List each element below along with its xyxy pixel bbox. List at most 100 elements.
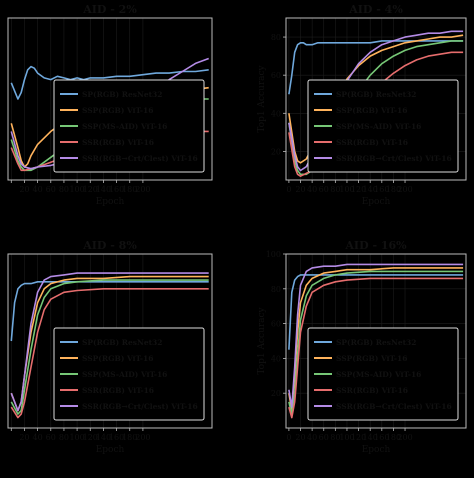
x-tick-label: 60 (319, 185, 329, 194)
x-tick-label: 200 (135, 433, 150, 442)
legend-entry: SP(RGB) ResNet32 (336, 338, 417, 347)
legend-box (53, 327, 205, 421)
x-tick-label: 100 (69, 433, 84, 442)
legend: SP(RGB) ResNet32 SSP(RGB) ViT-16 SSP(MS-AI… (307, 79, 459, 173)
x-tick-label: 140 (96, 433, 111, 442)
x-tick-label: 20 (295, 185, 305, 194)
y-axis-label: Top1 Accuracy (257, 306, 267, 374)
chart-panel: 0 20 40 60 8010012014016018020020406080100AI… (257, 239, 467, 455)
x-tick-label: 120 (83, 185, 98, 194)
series-line (10, 272, 209, 412)
x-tick-label: 80 (59, 433, 69, 442)
legend-entry: SP(RGB) ResNet32 (336, 90, 417, 99)
legend-entry: SSR(RGB→Crt/Clest) ViT-16 (82, 154, 198, 163)
x-tick-label: 80 (330, 185, 340, 194)
y-tick-label: 20 (271, 389, 281, 398)
x-tick-label: 60 (46, 185, 56, 194)
x-tick-label: 20 (19, 185, 29, 194)
x-tick-label: 140 (96, 185, 111, 194)
x-tick-label: 120 (83, 433, 98, 442)
legend-entry: SSR(RGB) ViT-16 (82, 138, 154, 147)
y-tick-label: 60 (271, 320, 281, 329)
legend-box (307, 79, 459, 173)
x-tick-label: 20 (19, 433, 29, 442)
legend-entry: SSR(RGB→Crt/Clest) ViT-16 (82, 402, 198, 411)
legend-entry: SP(RGB) ResNet32 (82, 90, 163, 99)
axes-frame (7, 17, 213, 181)
x-tick-label: 100 (339, 185, 354, 194)
x-axis-label: Epoch (96, 197, 125, 207)
x-tick-label: 20 (295, 433, 305, 442)
x-tick-label: 60 (319, 433, 329, 442)
x-tick-label: 40 (33, 185, 43, 194)
axes-frame (285, 253, 467, 429)
chart-title: AID - 2% (82, 3, 137, 16)
axes-frame (7, 253, 213, 429)
legend-entry: SSR(RGB→Crt/Clest) ViT-16 (336, 402, 452, 411)
series-line (10, 281, 209, 342)
x-tick-label: 160 (109, 433, 124, 442)
y-tick-label: 100 (266, 250, 281, 259)
y-axis-label: Top1 Accuracy (257, 64, 267, 132)
x-tick-label: 140 (363, 185, 378, 194)
legend-entry: SSP(RGB) ViT-16 (82, 106, 153, 115)
legend-entry: SSR(RGB) ViT-16 (336, 386, 408, 395)
x-tick-label: 180 (122, 433, 137, 442)
y-tick-label: 40 (271, 109, 281, 118)
legend-entry: SSR(RGB→Crt/Clest) ViT-16 (336, 154, 452, 163)
legend: SP(RGB) ResNet32 SSP(RGB) ViT-16 SSP(MS-AI… (53, 327, 205, 421)
y-tick-label: 80 (271, 33, 281, 42)
legend-entry: SSR(RGB) ViT-16 (82, 386, 154, 395)
series-line (288, 277, 464, 419)
legend-entry: SSP(RGB) ViT-16 (82, 354, 153, 363)
x-tick-label: 0 (286, 433, 291, 442)
x-tick-label: 120 (351, 433, 366, 442)
y-tick-label: 80 (271, 285, 281, 294)
x-tick-label: 40 (307, 185, 317, 194)
legend-box (307, 327, 459, 421)
x-tick-label: 200 (397, 433, 412, 442)
x-tick-label: 40 (307, 433, 317, 442)
x-tick-label: 80 (330, 433, 340, 442)
legend-entry: SSR(RGB) ViT-16 (336, 138, 408, 147)
y-tick-label: 60 (271, 71, 281, 80)
series-line (288, 34, 464, 164)
axes-frame (285, 17, 467, 181)
series-line (10, 65, 209, 100)
legend: SP(RGB) ResNet32 SSP(RGB) ViT-16 SSP(MS-AI… (307, 327, 459, 421)
x-tick-label: 180 (386, 433, 401, 442)
x-tick-label: 140 (363, 433, 378, 442)
legend: SP(RGB) ResNet32 SSP(RGB) ViT-16 SSP(MS-AI… (53, 79, 205, 173)
legend-entry: SSP(MS-AID) ViT-16 (82, 122, 167, 131)
series-line (288, 263, 464, 408)
chart-title: AID - 16% (344, 239, 407, 252)
series-line (288, 274, 464, 350)
series-line (10, 288, 209, 419)
x-axis-label: Epoch (362, 445, 391, 455)
x-tick-label: 100 (339, 433, 354, 442)
chart-title: AID - 8% (82, 239, 137, 252)
legend-entry: SP(RGB) ResNet32 (82, 338, 163, 347)
legend-entry: SSP(RGB) ViT-16 (336, 106, 407, 115)
legend-entry: SSP(RGB) ViT-16 (336, 354, 407, 363)
x-tick-label: 60 (46, 433, 56, 442)
x-tick-label: 80 (59, 185, 69, 194)
legend-entry: SSP(MS-AID) ViT-16 (82, 370, 167, 379)
x-tick-label: 200 (135, 185, 150, 194)
y-tick-label: 20 (271, 147, 281, 156)
x-tick-label: 160 (109, 185, 124, 194)
legend-entry: SSP(MS-AID) ViT-16 (336, 122, 421, 131)
x-tick-label: 40 (33, 433, 43, 442)
series-line (288, 40, 464, 95)
x-tick-label: 160 (374, 433, 389, 442)
x-tick-label: 160 (374, 185, 389, 194)
y-tick-label: 40 (271, 354, 281, 363)
x-tick-label: 200 (397, 185, 412, 194)
x-tick-label: 100 (69, 185, 84, 194)
series-line (288, 270, 464, 415)
